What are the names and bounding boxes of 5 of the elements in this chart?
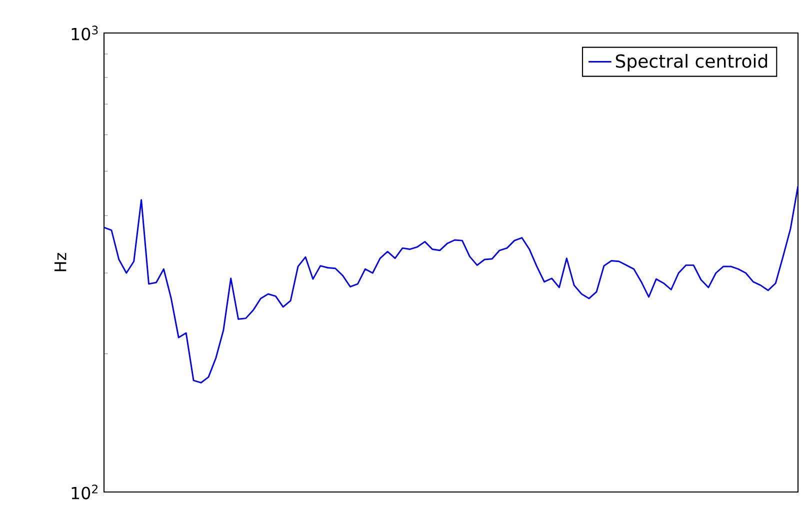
line-series [104,185,798,384]
y-tick-label: 10$^{3}$ [72,26,98,40]
y-tick-label: 10$^{2}$ [72,484,98,500]
legend-label: Spectral centroid [616,54,768,72]
y-axis-title: Hz [54,252,66,272]
